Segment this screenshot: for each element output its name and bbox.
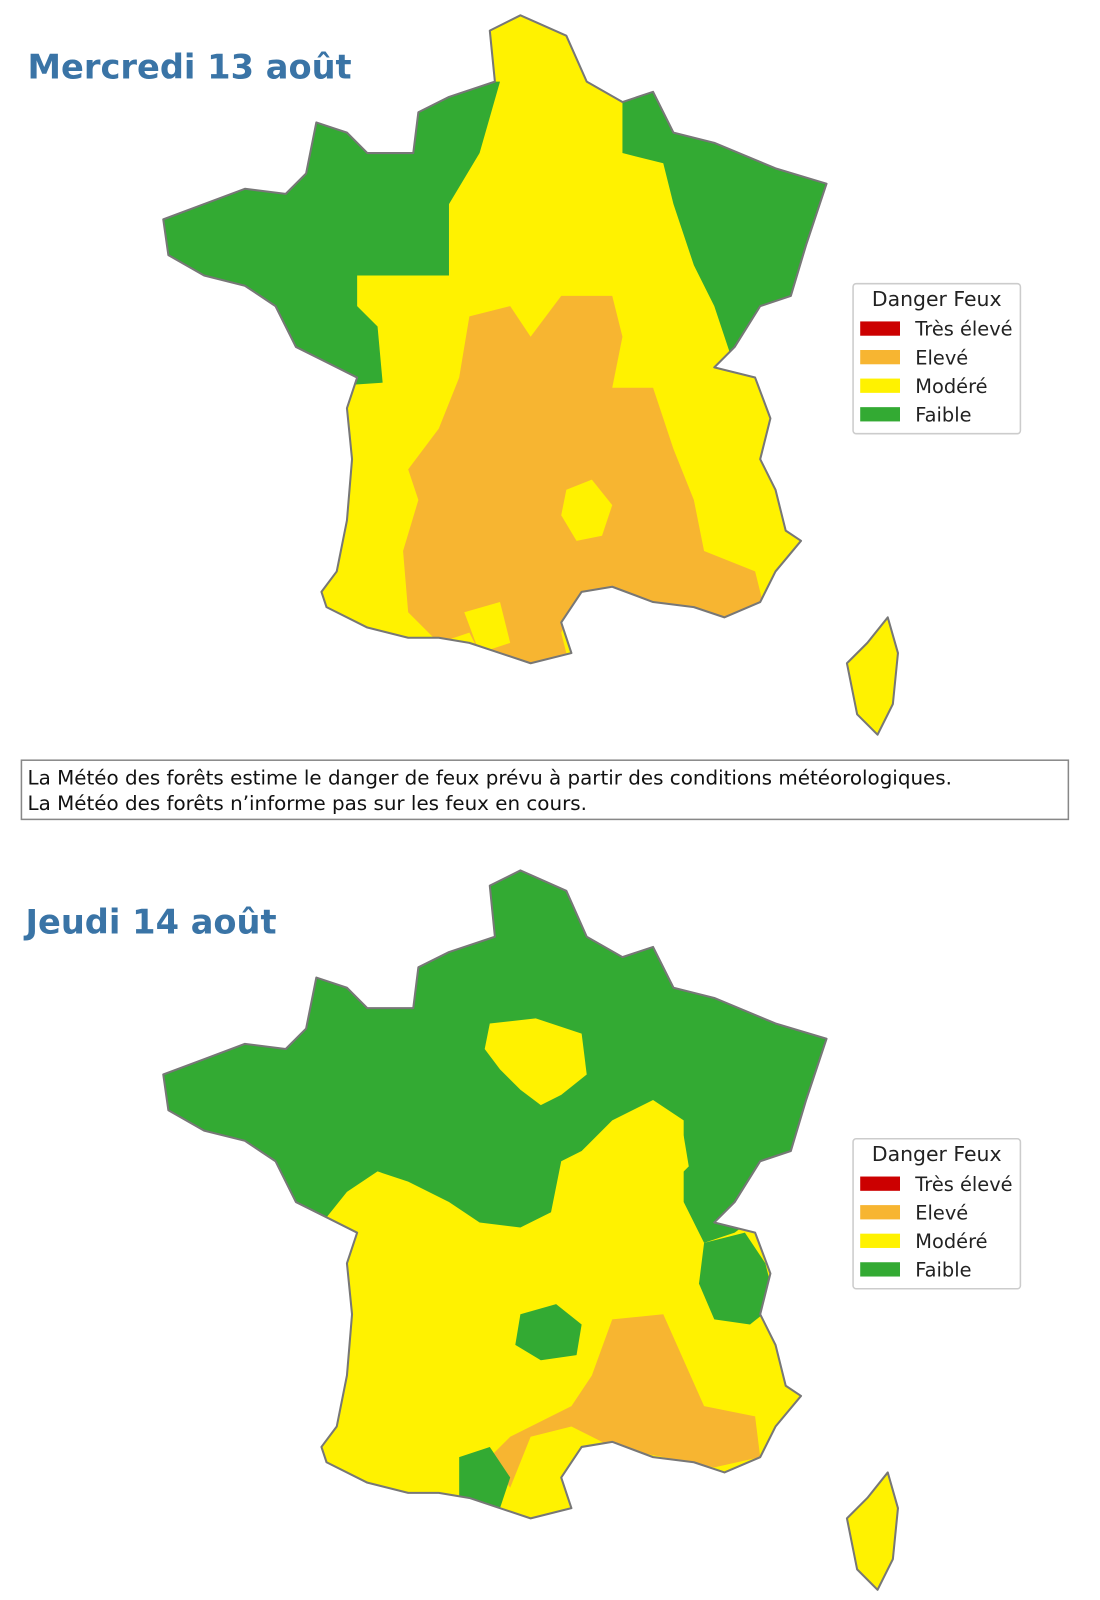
legend-label: Faible	[915, 403, 971, 426]
note-box	[20, 759, 1070, 821]
note-line: La Météo des forêts n’informe pas sur le…	[28, 792, 587, 815]
region	[617, 1110, 689, 1192]
note: La Météo des forêts estime le danger de …	[20, 759, 1070, 821]
region	[459, 1446, 511, 1509]
legend-box	[852, 282, 1022, 435]
region	[698, 1232, 776, 1325]
legend-label: Elevé	[915, 1201, 968, 1224]
legend-label: Elevé	[915, 346, 968, 369]
legend-label: Modéré	[915, 1230, 987, 1253]
legend-swatch	[860, 1262, 900, 1277]
region	[489, 1314, 761, 1488]
region	[515, 1304, 582, 1361]
legend-box	[852, 1138, 1022, 1290]
legend-label: Faible	[915, 1259, 971, 1282]
region	[484, 1018, 587, 1106]
map: Mercredi 13 août Danger Feux Très élevé El…	[28, 14, 1022, 736]
legend-swatch	[860, 407, 900, 422]
legend: Danger Feux Très élevé Elevé Modéré Faible	[852, 1138, 1022, 1290]
legend-swatch	[860, 350, 900, 365]
region	[561, 479, 613, 541]
map: Jeudi 14 août Danger Feux Très élevé Elevé…	[24, 869, 1022, 1591]
map-title: Mercredi 13 août	[28, 48, 352, 87]
region	[464, 602, 511, 654]
map-title: Jeudi 14 août	[24, 903, 277, 942]
legend: Danger Feux Très élevé Elevé Modéré Faible	[852, 282, 1022, 435]
legend-swatch	[860, 1176, 900, 1191]
legend-title: Danger Feux	[872, 1142, 1002, 1166]
legend-swatch	[860, 378, 900, 393]
legend-swatch	[860, 1233, 900, 1248]
legend-swatch	[860, 1205, 900, 1220]
legend-label: Modéré	[915, 375, 987, 398]
legend-label: Très élevé	[914, 318, 1012, 341]
legend-swatch	[860, 321, 900, 336]
legend-label: Très élevé	[914, 1173, 1012, 1196]
legend-title: Danger Feux	[872, 287, 1002, 311]
note-line: La Météo des forêts estime le danger de …	[28, 767, 952, 790]
